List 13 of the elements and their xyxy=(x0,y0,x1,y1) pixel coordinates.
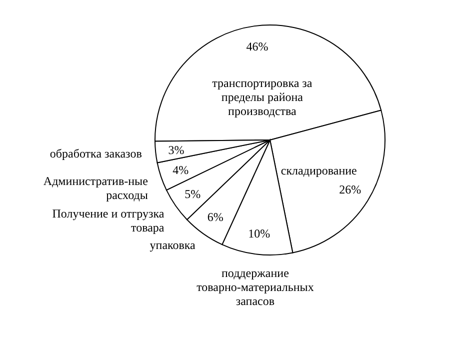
slice-label: Административ-ные расходы xyxy=(43,174,148,202)
data-label: 46% xyxy=(246,40,268,54)
data-label: 26% xyxy=(339,182,362,197)
data-label: 4% xyxy=(172,163,189,178)
data-label: 10% xyxy=(248,226,270,241)
slice-label: обработка заказов xyxy=(50,146,142,160)
data-label: 6% xyxy=(207,210,224,224)
data-label: 5% xyxy=(184,186,201,201)
slice-label: поддержание товарно-материальных запасов xyxy=(196,266,314,308)
slice-label: упаковка xyxy=(150,238,196,252)
data-label: 3% xyxy=(168,142,184,157)
slice-label: складирование xyxy=(280,163,357,178)
slice-label: транспортировка за пределы района производства xyxy=(212,76,313,118)
